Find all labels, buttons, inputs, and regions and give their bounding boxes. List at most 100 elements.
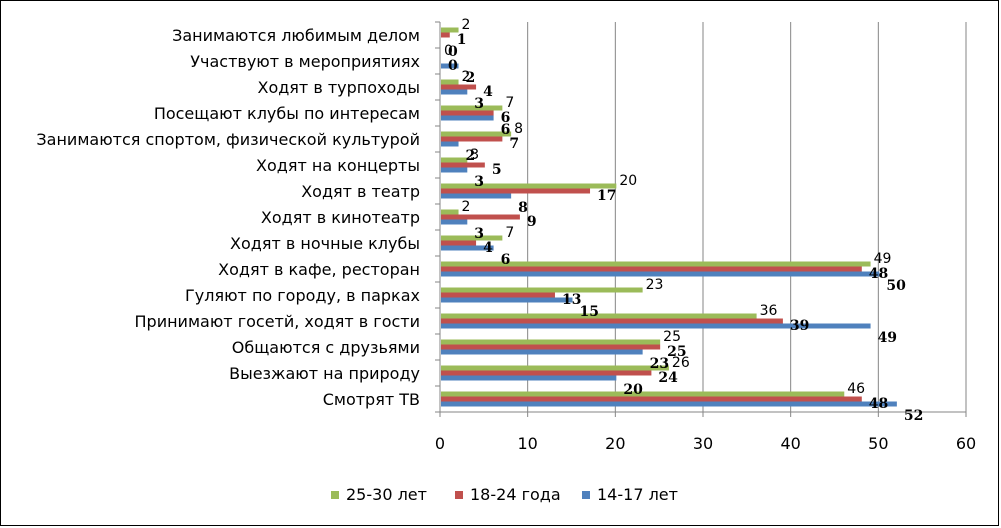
bar: [441, 401, 897, 407]
bar: [441, 84, 477, 90]
bar: [441, 235, 503, 241]
data-label: 0: [444, 43, 453, 59]
data-label: 9: [527, 214, 537, 230]
category-label: Занимаются спортом, физической культурой: [36, 130, 420, 149]
data-label: 23: [646, 277, 664, 293]
data-label: 0: [448, 58, 458, 74]
data-label: 13: [562, 292, 581, 308]
data-label: 7: [509, 136, 519, 152]
bar: [441, 292, 555, 298]
bar: [441, 349, 643, 355]
data-label: 3: [474, 96, 484, 112]
data-label: 17: [597, 188, 616, 204]
bar: [441, 391, 845, 397]
data-label: 2: [462, 199, 471, 215]
bar: [441, 115, 494, 121]
data-label: 2: [466, 70, 476, 86]
bar: [441, 323, 871, 329]
category-label: Ходят в кафе, ресторан: [218, 260, 420, 279]
data-label: 6: [501, 122, 511, 138]
data-label: 39: [790, 318, 809, 334]
category-label: Ходят в турпоходы: [257, 78, 420, 97]
bar: [441, 365, 669, 371]
bar: [441, 375, 617, 381]
bar: [441, 313, 757, 319]
data-label: 8: [518, 200, 528, 216]
bar: [441, 209, 459, 215]
x-tick-label: 60: [956, 434, 976, 453]
data-label: 48: [869, 396, 888, 412]
data-label: 48: [869, 266, 888, 282]
data-label: 2: [466, 148, 476, 164]
data-label: 49: [878, 330, 897, 346]
bar: [441, 63, 459, 69]
bar: [441, 89, 468, 95]
data-label: 50: [886, 278, 906, 294]
category-label: Выезжают на природу: [229, 364, 420, 383]
data-label: 4: [483, 240, 493, 256]
data-label: 52: [904, 408, 923, 424]
data-label: 3: [474, 226, 484, 242]
bar: [441, 162, 485, 168]
data-label: 4: [483, 84, 493, 100]
category-label: Ходят на концерты: [256, 156, 420, 175]
data-label: 2: [462, 69, 471, 85]
bar: [441, 136, 503, 142]
bar: [441, 261, 871, 267]
x-tick-label: 10: [517, 434, 537, 453]
data-label: 7: [505, 95, 514, 111]
category-label: Участвуют в мероприятиях: [190, 52, 420, 71]
data-label: 3: [474, 174, 484, 190]
data-label: 25: [663, 329, 681, 345]
data-label: 6: [501, 110, 511, 126]
bar: [441, 240, 477, 246]
bar: [441, 131, 512, 137]
legend-label: 25-30 лет: [346, 485, 427, 504]
data-label: 15: [580, 304, 599, 320]
bar: [441, 183, 617, 189]
data-label: 36: [760, 303, 778, 319]
bar: [441, 141, 459, 147]
data-label: 49: [874, 251, 892, 267]
bar: [441, 370, 652, 376]
data-label: 8: [514, 121, 523, 137]
legend-swatch: [331, 491, 339, 499]
data-label: 20: [623, 382, 643, 398]
bar: [441, 188, 591, 194]
bar: [441, 271, 880, 277]
data-label: 7: [505, 225, 514, 241]
bar: [441, 344, 661, 350]
data-label: 6: [501, 252, 511, 268]
category-label: Ходят в ночные клубы: [230, 234, 420, 253]
data-label: 1: [457, 32, 467, 48]
category-label: Общаются с друзьями: [232, 338, 420, 357]
x-tick-label: 50: [868, 434, 888, 453]
bar: [441, 266, 862, 272]
category-label: Ходят в кинотеатр: [261, 208, 420, 227]
data-label: 25: [667, 344, 686, 360]
data-label: 2: [462, 17, 471, 33]
bar: [441, 110, 494, 116]
bar: [441, 219, 468, 225]
category-label: Посещают клубы по интересам: [154, 104, 420, 123]
x-tick-label: 20: [605, 434, 625, 453]
legend-label: 14-17 лет: [597, 485, 678, 504]
bar: [441, 79, 459, 85]
data-label: 20: [619, 173, 637, 189]
x-tick-label: 0: [435, 434, 445, 453]
category-label: Принимают госетй, ходят в гости: [135, 312, 421, 331]
bar: [441, 396, 862, 402]
x-tick-label: 30: [693, 434, 713, 453]
bar: [441, 157, 468, 163]
bar: [441, 339, 661, 345]
legend-label: 18-24 года: [470, 485, 561, 504]
bar: [441, 245, 494, 251]
bar: [441, 287, 643, 293]
category-label: Ходят в театр: [301, 182, 420, 201]
bar: [441, 27, 459, 33]
data-label: 26: [672, 355, 690, 371]
bar: [441, 214, 520, 220]
data-label: 0: [448, 44, 458, 60]
data-label: 3: [470, 147, 479, 163]
